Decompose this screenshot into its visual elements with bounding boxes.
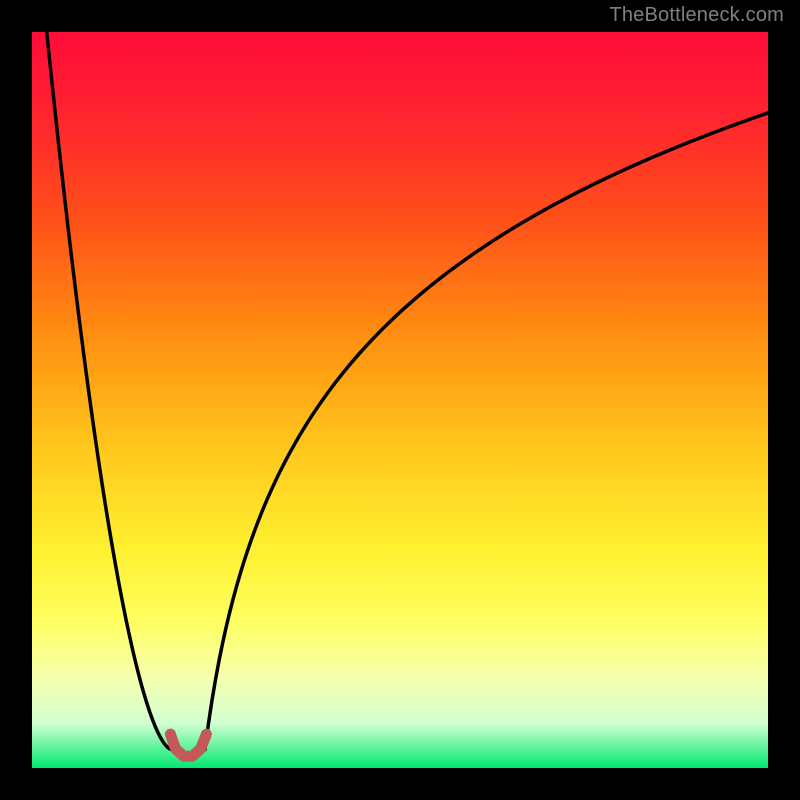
watermark-text: TheBottleneck.com xyxy=(609,4,784,27)
plot-background xyxy=(32,32,768,768)
bottleneck-chart xyxy=(0,0,800,800)
